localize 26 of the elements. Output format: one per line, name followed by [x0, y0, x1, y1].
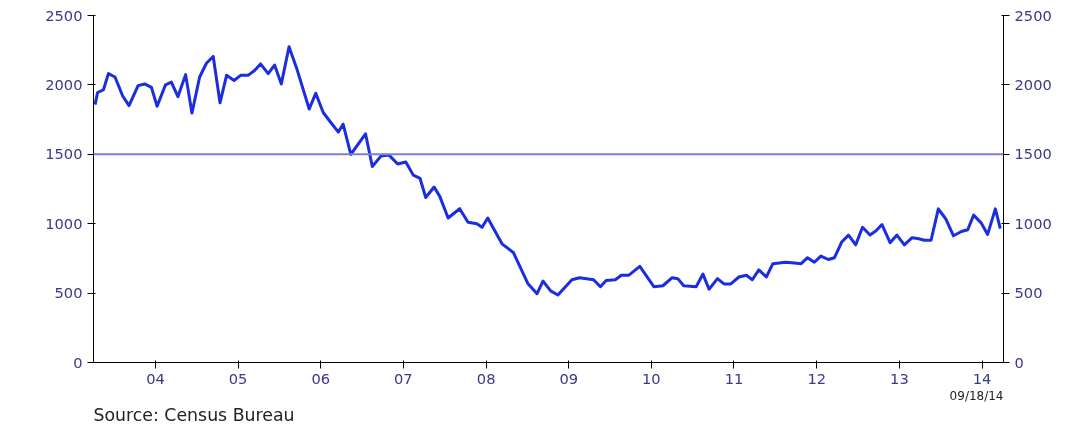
y2-tick-label: 500: [1014, 284, 1043, 302]
y-tick-label: 2500: [45, 6, 83, 24]
y2-tick-label: 0: [1014, 353, 1024, 371]
x-tick-label: 08: [476, 369, 496, 387]
text: 09/18/14: [949, 388, 1004, 403]
y2-tick-label: 1500: [1014, 145, 1052, 163]
y2-tick-label: 2000: [1014, 75, 1052, 93]
y2-tick-label: 1000: [1014, 214, 1052, 232]
x-tick-label: 12: [807, 369, 827, 387]
x-tick-label: 11: [724, 369, 744, 387]
x-tick-label: 07: [394, 369, 413, 387]
x-tick-label: 04: [146, 369, 165, 387]
line-series: [93, 45, 1002, 297]
y-tick-label: 1000: [45, 214, 83, 232]
x-tick-label: 10: [642, 369, 661, 387]
x-tick-label: 09: [559, 369, 579, 387]
y-tick-label: 500: [54, 284, 83, 302]
x-tick-label: 06: [311, 369, 331, 387]
source-note: Source: Census Bureau: [93, 404, 295, 424]
y-tick-label: 2000: [45, 75, 83, 93]
x-tick-label: 05: [228, 369, 248, 387]
y2-tick-label: 2500: [1014, 6, 1052, 24]
x-tick-label: 14: [972, 369, 992, 387]
x-tick-label: 13: [890, 369, 909, 387]
y-tick-label: 1500: [45, 145, 83, 163]
y-tick-label: 0: [73, 353, 83, 371]
